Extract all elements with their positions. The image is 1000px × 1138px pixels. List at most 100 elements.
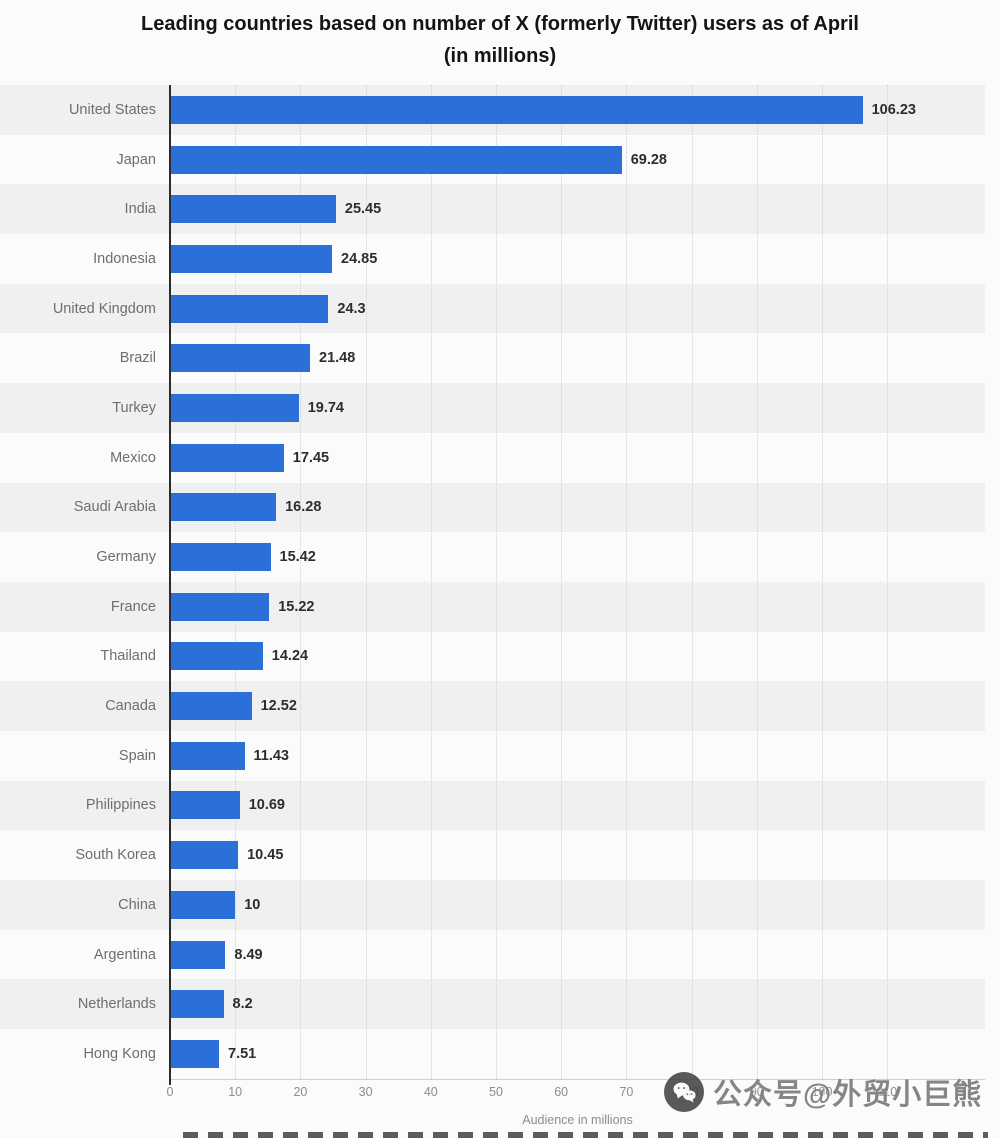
bar-value: 69.28 [630,151,667,168]
country-label: Philippines [85,797,156,814]
x-tick-label: 20 [293,1085,308,1099]
y-axis-line [169,85,171,1085]
bar [170,344,310,373]
country-label: Hong Kong [83,1045,156,1062]
chart-row: Indonesia 24.85 [0,234,985,284]
x-tick-label: 40 [423,1085,438,1099]
country-label: India [124,201,156,218]
x-tick-label: 50 [489,1085,503,1099]
country-label: China [118,896,156,913]
bar-value: 17.45 [292,449,330,466]
wechat-icon [664,1072,704,1112]
chart-row: Turkey 19.74 [0,383,985,433]
bar [170,990,224,1019]
bar [170,791,240,820]
chart-title: Leading countries based on number of X (… [0,8,1000,72]
country-label: United Kingdom [52,300,156,317]
x-tick-label: 100 [811,1085,833,1099]
bar-value: 21.48 [319,350,356,367]
bar [170,195,336,224]
bar-value: 12.52 [260,698,297,715]
bar [170,592,270,621]
bar [170,642,263,671]
x-axis-line [170,1079,985,1080]
country-label: Argentina [93,946,156,963]
chart-title-line2: (in millions) [443,45,557,67]
bar-value: 25.45 [344,201,382,218]
bar-value: 7.51 [228,1045,257,1062]
bar [170,145,622,174]
bar-value: 106.23 [871,101,916,118]
chart-row: China 10 [0,880,985,930]
chart-row: Philippines 10.69 [0,780,985,831]
bar-value: 15.22 [278,598,315,615]
bar [170,294,329,323]
bar-value: 16.28 [285,499,322,516]
bar [170,543,271,572]
bar [170,940,226,969]
chart-row: India 25.45 [0,184,985,235]
bar [170,244,332,273]
chart-row: United States 106.23 [0,85,985,135]
country-label: Thailand [100,648,156,665]
chart-row: Thailand 14.24 [0,632,985,682]
chart-title-line1: Leading countries based on number of X (… [141,13,859,35]
bar-value: 14.24 [271,648,309,665]
bar-value: 10.45 [247,847,284,864]
x-tick-label: 10 [228,1085,243,1099]
country-label: France [110,598,156,615]
country-label: Saudi Arabia [73,499,156,516]
bar [170,890,236,919]
chart-row: Brazil 21.48 [0,333,985,383]
chart-row: Spain 11.43 [0,731,985,781]
country-label: Germany [96,549,156,566]
bar-rows: United States 106.23 Japan 69.28 India 25.45 I… [0,85,985,1079]
bar [170,692,252,721]
bar [170,1039,219,1068]
watermark-text: 公众号@外贸小巨熊 [713,1079,983,1111]
country-label: Japan [116,151,156,168]
chart-row: Netherlands 8.2 [0,979,985,1030]
country-label: Indonesia [93,250,156,267]
bar-value: 24.3 [337,300,366,317]
bar [170,443,284,472]
x-axis-label: Audience in millions [522,1113,633,1127]
clipped-footer-text [183,1132,988,1138]
bar-value: 19.74 [307,399,344,416]
bar [170,493,277,522]
x-tick-label: 70 [619,1085,634,1099]
bar-value: 8.2 [232,996,253,1013]
country-label: Turkey [112,399,156,416]
bar-value: 15.42 [279,549,316,566]
chart-row: Hong Kong 7.51 [0,1029,985,1079]
country-label: Brazil [119,350,156,367]
bar-value: 10 [244,896,261,913]
chart-row: Argentina 8.49 [0,930,985,980]
x-tick-label: 110 [877,1085,898,1099]
chart-row: France 15.22 [0,581,985,632]
country-label: Canada [105,698,156,715]
country-label: United States [68,101,156,118]
bar-value: 10.69 [248,797,285,814]
x-tick-label: 60 [554,1085,569,1099]
chart-row: Japan 69.28 [0,135,985,185]
chart-row: Germany 15.42 [0,532,985,582]
country-label: Mexico [110,449,156,466]
chart-row: Saudi Arabia 16.28 [0,482,985,533]
country-label: Netherlands [77,996,156,1013]
x-tick-label: 90 [749,1085,764,1099]
bar-value: 24.85 [341,250,378,267]
bar-value: 11.43 [253,747,290,764]
country-label: South Korea [75,847,156,864]
chart-row: United Kingdom 24.3 [0,283,985,334]
chart-row: Canada 12.52 [0,681,985,731]
x-tick-label: 30 [358,1085,373,1099]
bar [170,95,863,124]
bar [170,741,245,770]
bar-value: 8.49 [234,946,263,963]
watermark: 公众号@外贸小巨熊 [664,1071,982,1113]
country-label: Spain [118,747,156,764]
x-tick-label: 0 [166,1085,174,1099]
chart-row: South Korea 10.45 [0,830,985,880]
